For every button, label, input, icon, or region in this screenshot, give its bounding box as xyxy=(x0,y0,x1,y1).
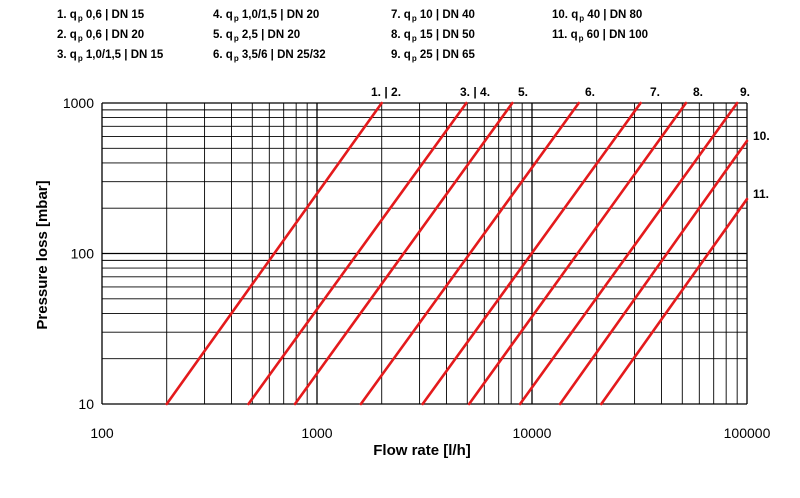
legend-q: q xyxy=(570,29,578,41)
legend-q: q xyxy=(403,49,411,61)
series-line xyxy=(165,101,384,406)
legend-subscript: p xyxy=(579,14,585,23)
y-tick-label: 100 xyxy=(71,246,95,262)
series-line xyxy=(359,101,581,406)
legend-spec: 0,6 | DN 20 xyxy=(82,29,145,41)
series-label: 9. xyxy=(740,85,750,99)
legend-spec: 15 | DN 50 xyxy=(416,29,475,41)
legend-item: 7. qp 10 | DN 40 xyxy=(391,9,475,23)
legend-subscript: p xyxy=(233,54,239,63)
legend-subscript: p xyxy=(77,14,83,23)
x-tick-label: 10000 xyxy=(513,425,552,441)
y-tick-label: 1000 xyxy=(63,95,94,111)
legend-number: 3. xyxy=(57,49,70,61)
legend-spec: 25 | DN 65 xyxy=(416,49,475,61)
legend-spec: 2,5 | DN 20 xyxy=(238,29,301,41)
series-line xyxy=(293,101,514,406)
series-label: 10. xyxy=(753,129,770,143)
legend-item: 10. qp 40 | DN 80 xyxy=(552,9,643,23)
x-tick-label: 100 xyxy=(90,425,114,441)
legend-number: 8. xyxy=(391,29,404,41)
series-label: 3. | 4. xyxy=(460,85,490,99)
legend-spec: 1,0/1,5 | DN 15 xyxy=(82,49,164,61)
legend-subscript: p xyxy=(233,14,239,23)
legend-item: 1. qp 0,6 | DN 15 xyxy=(57,9,145,23)
legend-subscript: p xyxy=(411,54,417,63)
legend-item: 5. qp 2,5 | DN 20 xyxy=(213,29,301,43)
series-line xyxy=(558,139,749,406)
legend-number: 4. xyxy=(213,9,226,21)
legend-item: 11. qp 60 | DN 100 xyxy=(552,29,649,43)
legend-subscript: p xyxy=(233,34,239,43)
y-axis-label: Pressure loss [mbar] xyxy=(34,180,51,329)
series-line xyxy=(599,197,749,406)
series-label: 6. xyxy=(585,85,595,99)
legend-spec: 1,0/1,5 | DN 20 xyxy=(238,9,320,21)
legend-number: 6. xyxy=(213,49,226,61)
series-label: 11. xyxy=(753,187,769,201)
series-label: 1. | 2. xyxy=(371,85,401,99)
legend-q: q xyxy=(225,9,233,21)
legend-item: 6. qp 3,5/6 | DN 25/32 xyxy=(213,49,326,63)
series-lines xyxy=(165,101,749,406)
legend-q: q xyxy=(69,49,77,61)
legend-spec: 0,6 | DN 15 xyxy=(82,9,145,21)
legend-item: 9. qp 25 | DN 65 xyxy=(391,49,475,63)
legend-spec: 40 | DN 80 xyxy=(584,9,643,21)
series-label: 5. xyxy=(518,85,528,99)
legend-spec: 3,5/6 | DN 25/32 xyxy=(238,49,326,61)
legend-item: 2. qp 0,6 | DN 20 xyxy=(57,29,145,43)
legend-item: 4. qp 1,0/1,5 | DN 20 xyxy=(213,9,320,23)
series-line xyxy=(518,101,739,406)
legend-spec: 10 | DN 40 xyxy=(416,9,475,21)
series-labels: 1. | 2. 3. | 4. 5. 6. 7. 8. 9. 10. 11. xyxy=(371,85,770,201)
series-line xyxy=(467,101,688,406)
legend-q: q xyxy=(225,49,233,61)
legend-number: 11. xyxy=(552,29,571,41)
legend-subscript: p xyxy=(411,34,417,43)
x-tick-label: 1000 xyxy=(301,425,332,441)
x-tick-label: 100000 xyxy=(724,425,771,441)
legend-number: 7. xyxy=(391,9,404,21)
legend-item: 3. qp 1,0/1,5 | DN 15 xyxy=(57,49,164,63)
legend-q: q xyxy=(225,29,233,41)
series-label: 8. xyxy=(693,85,703,99)
legend-q: q xyxy=(69,9,77,21)
legend-number: 9. xyxy=(391,49,404,61)
series-line xyxy=(247,101,468,406)
legend-number: 10. xyxy=(552,9,572,21)
legend-subscript: p xyxy=(77,54,83,63)
y-tick-label: 10 xyxy=(78,396,94,412)
series-line xyxy=(421,101,642,406)
legend-number: 1. xyxy=(57,9,70,21)
legend-q: q xyxy=(403,29,411,41)
legend-item: 8. qp 15 | DN 50 xyxy=(391,29,475,43)
legend-q: q xyxy=(571,9,579,21)
legend-number: 5. xyxy=(213,29,226,41)
legend-q: q xyxy=(403,9,411,21)
legend-q: q xyxy=(69,29,77,41)
tick-labels: 100 1000 10000 100000 10 100 1000 xyxy=(63,95,771,441)
series-label: 7. xyxy=(650,85,660,99)
legend-subscript: p xyxy=(411,14,417,23)
x-axis-label: Flow rate [l/h] xyxy=(373,442,471,459)
legend-spec: 60 | DN 100 xyxy=(583,29,649,41)
legend-subscript: p xyxy=(578,34,584,43)
legend-subscript: p xyxy=(77,34,83,43)
legend-number: 2. xyxy=(57,29,70,41)
